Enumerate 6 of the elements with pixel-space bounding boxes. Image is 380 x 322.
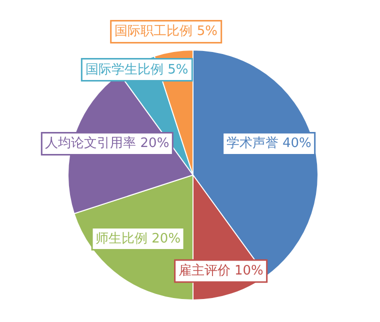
slice-label: 师生比例 20% [96, 231, 181, 246]
slice-label: 国际职工比例 5% [114, 24, 218, 40]
slice-label: 学术声誉 40% [226, 136, 312, 152]
slice-label: 人均论文引用率 20% [45, 135, 170, 152]
slice-label: 雇主评价 10% [178, 262, 264, 279]
slice-label: 国际学生比例 5% [86, 62, 188, 78]
